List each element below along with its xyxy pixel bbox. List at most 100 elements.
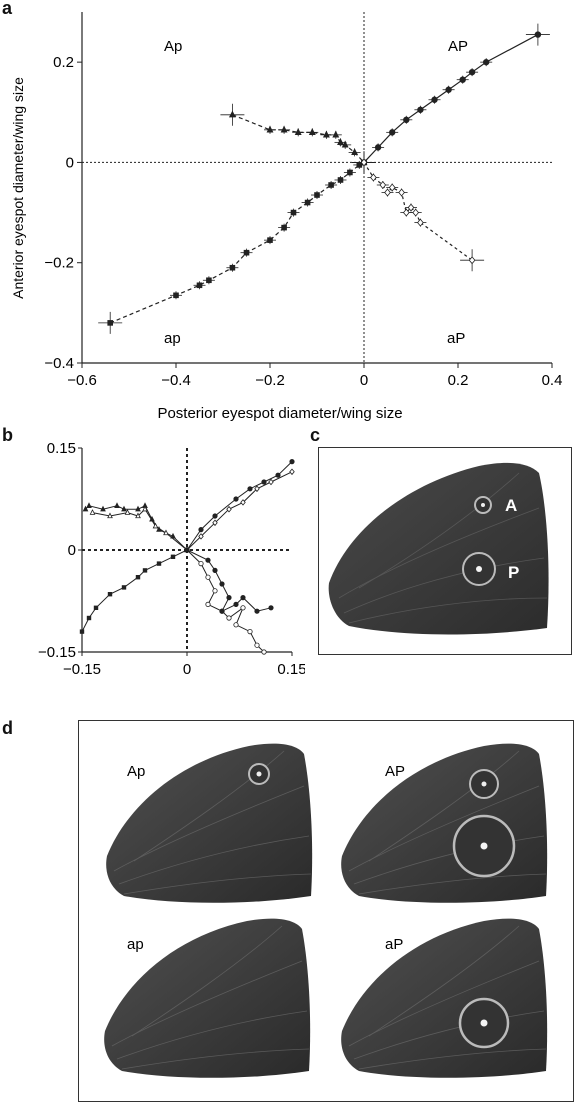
quadrant-label-aP: aP xyxy=(447,330,465,347)
panel-c-wing-frame: A P xyxy=(318,447,572,655)
panel-b-xtick-label: 0.15 xyxy=(277,661,305,678)
panel-b-point xyxy=(135,512,141,519)
wing-photo-c: A P xyxy=(328,462,549,635)
panel-b-ytick-label: 0.15 xyxy=(47,440,76,457)
panel-b-point xyxy=(233,601,239,607)
panel-b-point xyxy=(142,505,148,512)
panel-b-point xyxy=(212,588,218,594)
panel-b-point xyxy=(86,502,92,508)
panel-a-xtick-label: −0.4 xyxy=(161,372,191,389)
panel-b-point xyxy=(124,509,131,515)
quadrant-label-ap-upper: Ap xyxy=(164,38,182,55)
panel-a-xtick-label: −0.2 xyxy=(255,372,285,389)
panel-b-ytick-label: 0 xyxy=(68,542,76,559)
wing-label-AP: AP xyxy=(385,763,405,780)
panel-b-point xyxy=(268,605,274,611)
panel-b-point xyxy=(289,468,295,476)
panel-a-point xyxy=(196,282,203,289)
panel-a-point xyxy=(445,86,452,93)
panel-b-point xyxy=(254,485,260,493)
panel-b-point xyxy=(82,505,89,512)
panel-a-point xyxy=(384,188,391,197)
panel-a-point xyxy=(347,169,353,176)
panel-b-point xyxy=(226,505,232,513)
panel-b-point xyxy=(205,574,211,580)
panel-b-point xyxy=(289,458,295,465)
panel-b-point xyxy=(163,529,169,536)
eyespot-label-A: A xyxy=(505,496,517,515)
panel-b-point xyxy=(135,505,141,512)
panel-a-xtick-label: 0.4 xyxy=(542,372,563,389)
panel-b-series-line xyxy=(85,505,188,551)
panel-b-point xyxy=(93,605,99,610)
panel-a-point xyxy=(228,110,236,118)
panel-a-point xyxy=(468,256,476,265)
panel-b-point xyxy=(184,547,190,553)
panel-a-xtick-label: −0.6 xyxy=(67,372,97,389)
panel-a-letter: a xyxy=(2,0,13,18)
panel-a-ytick-label: −0.2 xyxy=(44,255,74,272)
wing-label-Ap: Ap xyxy=(127,763,145,780)
panel-b-point xyxy=(219,608,225,614)
panel-b-point xyxy=(240,499,246,506)
panel-d-wings-frame: Ap AP ap aP xyxy=(78,720,574,1102)
panel-a-point xyxy=(431,96,438,103)
panel-a-point xyxy=(322,130,330,138)
panel-b-point xyxy=(86,615,92,621)
panel-b-point xyxy=(247,629,253,635)
panel-b-xtick-label: −0.15 xyxy=(63,661,101,678)
panel-b-point xyxy=(261,479,267,485)
panel-b-point xyxy=(254,642,260,648)
wing-label-ap: ap xyxy=(127,936,144,953)
wing-aP xyxy=(340,918,548,1079)
panel-a-point xyxy=(229,264,236,271)
panel-a-point xyxy=(389,129,396,136)
quadrant-label-AP: AP xyxy=(448,38,468,55)
wing-label-aP: aP xyxy=(385,936,403,953)
panel-b-point xyxy=(79,629,85,634)
panel-a-point xyxy=(402,208,410,217)
panel-a-point xyxy=(351,148,359,156)
panel-b-letter: b xyxy=(2,425,13,445)
panel-a-ytick-label: −0.4 xyxy=(44,355,74,372)
panel-a-series-line xyxy=(363,162,473,261)
panel-a-point xyxy=(281,224,287,231)
panel-a-xlabel: Posterior eyespot diameter/wing size xyxy=(157,405,402,422)
panel-b-xtick-label: 0 xyxy=(183,661,191,678)
panel-a-point xyxy=(304,199,311,206)
panel-a-point xyxy=(243,249,250,256)
panel-b-point xyxy=(268,478,274,486)
panel-a-point xyxy=(398,188,405,197)
panel-b-point xyxy=(233,496,239,502)
panel-a-ylabel: Anterior eyespot diameter/wing size xyxy=(10,77,26,299)
panel-a-point xyxy=(417,106,424,113)
panel-b-series-line xyxy=(186,549,272,613)
panel-c-letter: c xyxy=(310,425,321,445)
panel-b-point xyxy=(247,486,253,492)
panel-a-point xyxy=(337,177,344,183)
panel-a-point xyxy=(374,144,382,151)
panel-b-point xyxy=(114,502,120,508)
panel-a-ytick-label: 0 xyxy=(66,154,74,171)
panel-a-point xyxy=(173,292,179,299)
panel-a-point xyxy=(294,128,302,135)
panel-b-point xyxy=(226,615,232,621)
panel-a-point xyxy=(341,140,349,148)
panel-a-point xyxy=(459,76,466,83)
panel-a-point xyxy=(290,209,297,216)
panel-a-point xyxy=(328,182,334,188)
panel-b-point xyxy=(170,554,176,559)
panel-b-point xyxy=(135,575,141,580)
wing-AP xyxy=(340,743,548,904)
panel-d-letter: d xyxy=(2,718,13,738)
panel-a-point xyxy=(308,128,316,135)
panel-b-point xyxy=(212,513,218,519)
panel-a-point xyxy=(370,173,377,182)
panel-a-point xyxy=(412,208,420,217)
panel-b-point xyxy=(275,472,281,478)
panel-b-point xyxy=(240,605,246,611)
panel-b-point xyxy=(152,522,159,529)
panel-a-point xyxy=(403,116,410,124)
wing-photos-d: Ap AP ap aP xyxy=(103,743,548,1079)
panel-b-point xyxy=(219,581,225,587)
